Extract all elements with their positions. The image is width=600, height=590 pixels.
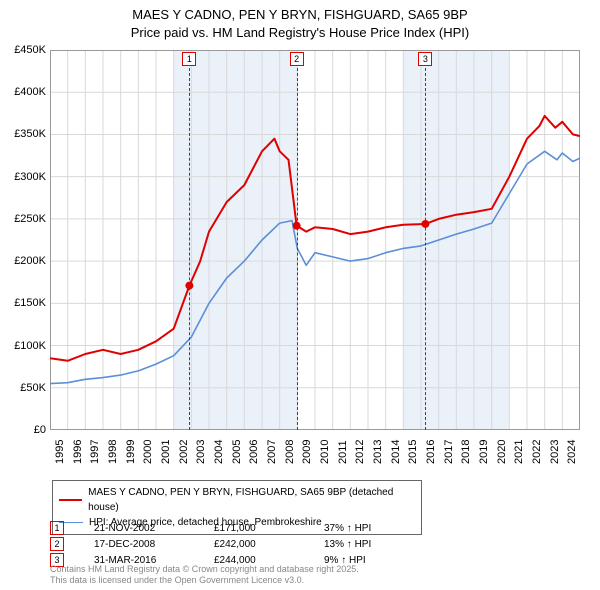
x-tick-label: 2004 <box>213 440 225 464</box>
x-tick-label: 2012 <box>354 440 366 464</box>
x-tick-label: 2020 <box>496 440 508 464</box>
event-price: £242,000 <box>214 539 324 550</box>
event-number: 1 <box>50 521 64 535</box>
x-tick-label: 2015 <box>407 440 419 464</box>
legend-swatch-property <box>59 499 82 501</box>
x-tick-label: 2009 <box>301 440 313 464</box>
x-tick-label: 2018 <box>460 440 472 464</box>
x-tick-label: 1995 <box>54 440 66 464</box>
event-row: 1 21-NOV-2002£171,00037% ↑ HPI <box>50 520 424 536</box>
x-tick-label: 2001 <box>160 440 172 464</box>
x-tick-label: 2013 <box>372 440 384 464</box>
event-number: 2 <box>50 537 64 551</box>
legend-label-property: MAES Y CADNO, PEN Y BRYN, FISHGUARD, SA6… <box>88 485 415 515</box>
chart-container: MAES Y CADNO, PEN Y BRYN, FISHGUARD, SA6… <box>0 0 600 590</box>
flag-line-3 <box>425 68 426 430</box>
y-tick-label: £50K <box>2 382 46 394</box>
flag-box-2: 2 <box>290 52 304 66</box>
x-tick-label: 2016 <box>425 440 437 464</box>
x-tick-label: 1999 <box>125 440 137 464</box>
footer-attribution: Contains HM Land Registry data © Crown c… <box>50 564 359 586</box>
y-tick-label: £0 <box>2 424 46 436</box>
x-tick-label: 2022 <box>531 440 543 464</box>
x-tick-label: 2000 <box>142 440 154 464</box>
y-tick-label: £400K <box>2 86 46 98</box>
x-tick-label: 1998 <box>107 440 119 464</box>
x-tick-label: 2005 <box>231 440 243 464</box>
x-tick-label: 2021 <box>513 440 525 464</box>
x-tick-label: 2011 <box>337 440 349 464</box>
x-tick-label: 2024 <box>566 440 578 464</box>
footer-line-2: This data is licensed under the Open Gov… <box>50 575 359 586</box>
event-delta: 37% ↑ HPI <box>324 523 424 534</box>
footer-line-1: Contains HM Land Registry data © Crown c… <box>50 564 359 575</box>
y-tick-label: £200K <box>2 255 46 267</box>
event-date: 17-DEC-2008 <box>94 539 214 550</box>
x-tick-label: 1997 <box>89 440 101 464</box>
event-date: 21-NOV-2002 <box>94 523 214 534</box>
x-tick-label: 2010 <box>319 440 331 464</box>
y-tick-label: £150K <box>2 297 46 309</box>
x-tick-label: 2002 <box>178 440 190 464</box>
x-tick-label: 2006 <box>248 440 260 464</box>
flag-line-2 <box>297 68 298 430</box>
event-delta: 13% ↑ HPI <box>324 539 424 550</box>
y-tick-label: £100K <box>2 340 46 352</box>
title-line-1: MAES Y CADNO, PEN Y BRYN, FISHGUARD, SA6… <box>0 6 600 24</box>
title-block: MAES Y CADNO, PEN Y BRYN, FISHGUARD, SA6… <box>0 0 600 41</box>
flag-box-3: 3 <box>418 52 432 66</box>
event-price: £171,000 <box>214 523 324 534</box>
y-tick-label: £300K <box>2 171 46 183</box>
flag-box-1: 1 <box>182 52 196 66</box>
chart-svg <box>50 50 580 430</box>
x-tick-label: 2023 <box>549 440 561 464</box>
x-tick-label: 1996 <box>72 440 84 464</box>
title-line-2: Price paid vs. HM Land Registry's House … <box>0 24 600 42</box>
chart-area: 1 2 3 <box>50 50 580 430</box>
x-tick-label: 2003 <box>195 440 207 464</box>
event-row: 2 17-DEC-2008£242,00013% ↑ HPI <box>50 536 424 552</box>
x-tick-label: 2008 <box>284 440 296 464</box>
flag-line-1 <box>189 68 190 430</box>
y-tick-label: £250K <box>2 213 46 225</box>
y-tick-label: £450K <box>2 44 46 56</box>
x-tick-label: 2019 <box>478 440 490 464</box>
x-tick-label: 2014 <box>390 440 402 464</box>
events-table: 1 21-NOV-2002£171,00037% ↑ HPI 2 17-DEC-200… <box>50 520 424 568</box>
x-tick-label: 2007 <box>266 440 278 464</box>
x-tick-label: 2017 <box>443 440 455 464</box>
legend-row-property: MAES Y CADNO, PEN Y BRYN, FISHGUARD, SA6… <box>59 485 415 515</box>
y-tick-label: £350K <box>2 128 46 140</box>
